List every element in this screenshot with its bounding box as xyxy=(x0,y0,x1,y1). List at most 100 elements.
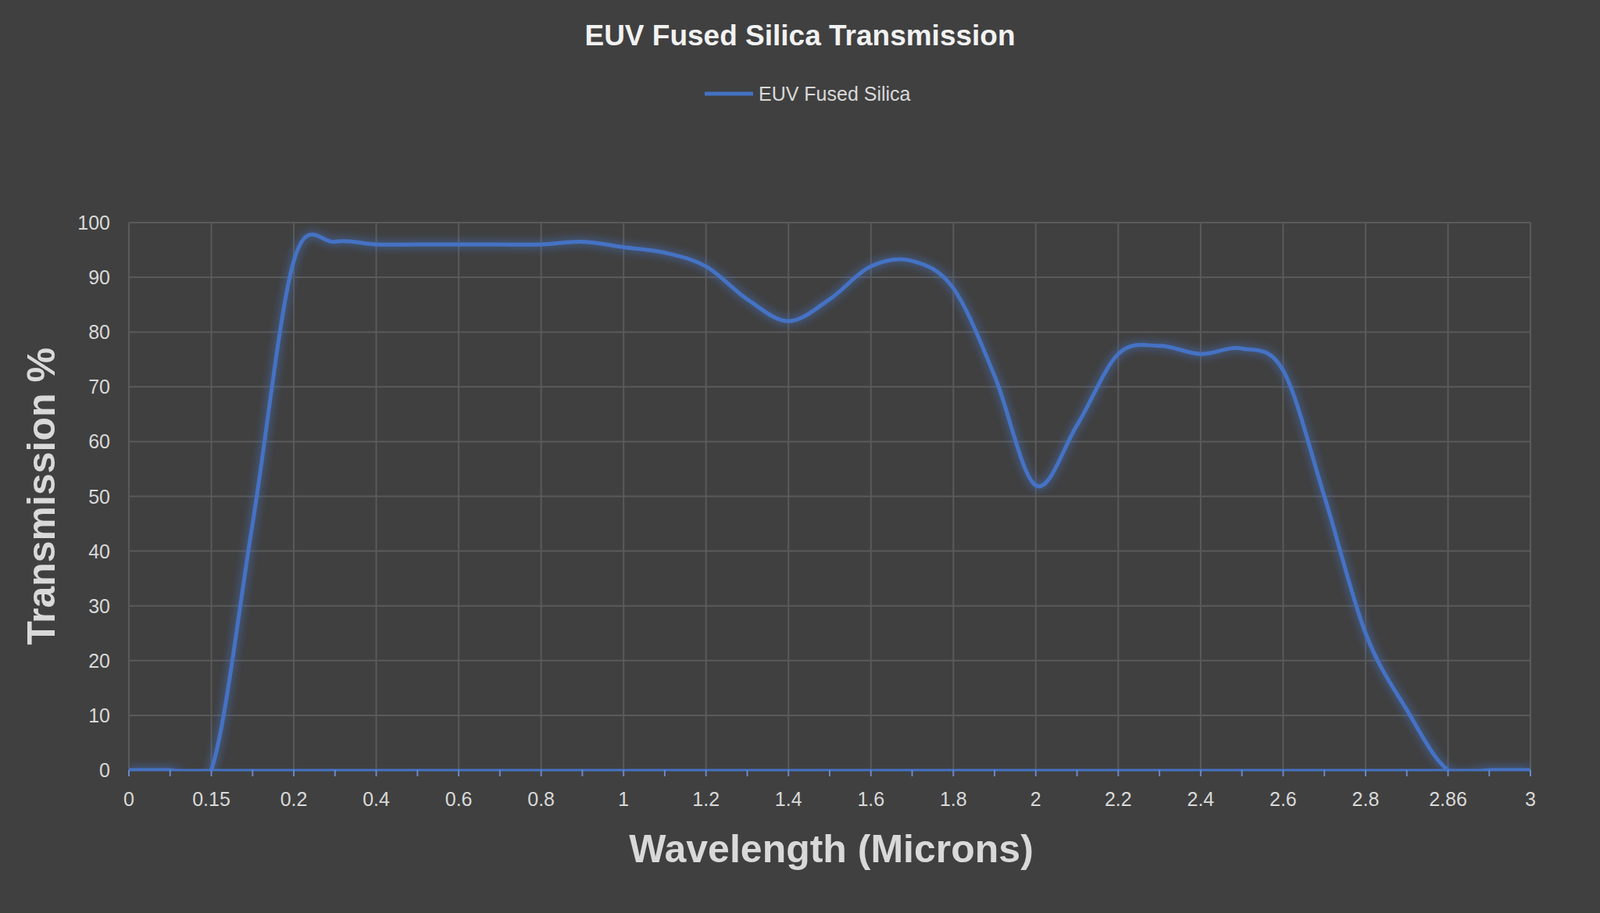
y-tick-label: 80 xyxy=(88,321,111,343)
y-grid xyxy=(128,496,1531,498)
x-tick xyxy=(622,770,625,777)
x-tick xyxy=(1488,770,1490,777)
x-tick xyxy=(664,770,666,777)
x-grid xyxy=(457,222,460,771)
x-axis-title: Wavelength (Microns) xyxy=(628,827,1034,872)
x-tick xyxy=(1323,770,1325,777)
y-grid xyxy=(128,550,1531,553)
background xyxy=(0,0,1600,913)
y-tick-label: 30 xyxy=(88,595,111,618)
x-tick-label: 2.8 xyxy=(1352,788,1380,811)
legend-label: EUV Fused Silica xyxy=(758,82,911,105)
series-line xyxy=(128,234,1531,771)
chart: EUV Fused Silica Transmission EUV Fused S… xyxy=(0,0,1600,913)
x-grid xyxy=(292,222,295,771)
y-tick-label: 10 xyxy=(88,704,111,727)
y-grid xyxy=(128,385,1531,388)
x-tick xyxy=(1364,770,1367,777)
x-tick xyxy=(292,770,295,777)
x-tick-label: 0.8 xyxy=(527,788,555,811)
x-grid xyxy=(952,222,954,771)
x-tick xyxy=(1117,770,1119,777)
x-tick xyxy=(499,770,501,777)
y-grid xyxy=(128,714,1531,717)
x-grid xyxy=(1200,222,1202,771)
x-grid xyxy=(1117,222,1119,771)
x-tick xyxy=(540,770,543,777)
y-tick-label: 20 xyxy=(88,650,111,672)
x-tick-label: 0 xyxy=(123,788,135,811)
x-tick xyxy=(705,770,708,777)
x-grid xyxy=(375,222,378,771)
y-tick-label: 90 xyxy=(88,266,111,289)
y-grid xyxy=(128,440,1531,443)
y-tick-label: 0 xyxy=(99,759,111,782)
y-grid xyxy=(128,605,1531,608)
x-tick-label: 2.86 xyxy=(1428,788,1468,811)
x-grid xyxy=(705,222,708,771)
y-grid xyxy=(128,331,1531,333)
x-tick-label: 1.6 xyxy=(857,788,885,811)
x-tick xyxy=(1241,770,1243,777)
x-tick xyxy=(787,770,790,777)
y-axis-title: Transmission % xyxy=(19,347,64,646)
x-tick xyxy=(1406,770,1408,777)
x-grid xyxy=(210,222,213,771)
x-tick-label: 2.2 xyxy=(1104,788,1133,811)
y-tick-label: 40 xyxy=(88,540,111,563)
x-tick xyxy=(334,770,336,777)
x-tick-label: 3 xyxy=(1525,788,1536,811)
y-tick-label: 70 xyxy=(88,375,111,398)
x-tick xyxy=(1446,770,1449,777)
x-grid xyxy=(787,222,790,771)
y-tick-label: 50 xyxy=(88,485,111,508)
x-grid xyxy=(1035,222,1037,771)
x-tick xyxy=(581,770,583,777)
title: EUV Fused Silica Transmission xyxy=(584,19,1015,52)
x-grid xyxy=(128,222,130,771)
x-tick xyxy=(375,770,378,777)
x-tick xyxy=(1035,770,1037,777)
x-tick-label: 0.2 xyxy=(280,788,308,811)
x-tick-label: 2.4 xyxy=(1186,788,1215,811)
x-tick-label: 1 xyxy=(617,788,629,811)
x-tick xyxy=(457,770,460,777)
x-tick xyxy=(1529,770,1532,777)
x-tick-label: 1.4 xyxy=(775,788,803,811)
x-tick xyxy=(416,770,418,777)
y-grid xyxy=(128,276,1531,279)
x-tick xyxy=(210,770,213,777)
x-tick-label: 1.2 xyxy=(692,788,720,811)
y-grid xyxy=(128,221,1531,224)
x-grid xyxy=(1529,222,1532,771)
legend-swatch xyxy=(704,92,754,97)
x-tick xyxy=(911,770,914,777)
x-grid xyxy=(540,222,543,771)
x-tick xyxy=(828,770,831,777)
x-grid xyxy=(1364,222,1367,771)
x-tick xyxy=(1200,770,1202,777)
x-tick xyxy=(1076,770,1079,777)
y-tick-label: 60 xyxy=(88,430,111,453)
x-grid xyxy=(622,222,625,771)
x-grid xyxy=(1446,222,1449,771)
x-tick-label: 0.15 xyxy=(192,788,231,811)
x-tick xyxy=(952,770,954,777)
x-tick xyxy=(1158,770,1161,777)
x-tick-label: 2 xyxy=(1030,788,1042,811)
x-tick xyxy=(993,770,996,777)
x-tick xyxy=(870,770,872,777)
x-tick-label: 0.6 xyxy=(445,788,473,811)
legend: EUV Fused Silica xyxy=(704,82,911,105)
plot-area xyxy=(128,234,1531,771)
x-tick-label: 1.8 xyxy=(939,788,968,811)
x-tick-label: 2.6 xyxy=(1269,788,1297,811)
x-tick xyxy=(1282,770,1284,777)
x-grid xyxy=(1282,222,1284,771)
x-tick xyxy=(169,770,172,777)
x-tick xyxy=(128,770,130,777)
x-grid xyxy=(870,222,872,771)
x-tick-label: 0.4 xyxy=(362,788,390,811)
x-tick xyxy=(251,770,254,777)
x-tick xyxy=(746,770,748,777)
